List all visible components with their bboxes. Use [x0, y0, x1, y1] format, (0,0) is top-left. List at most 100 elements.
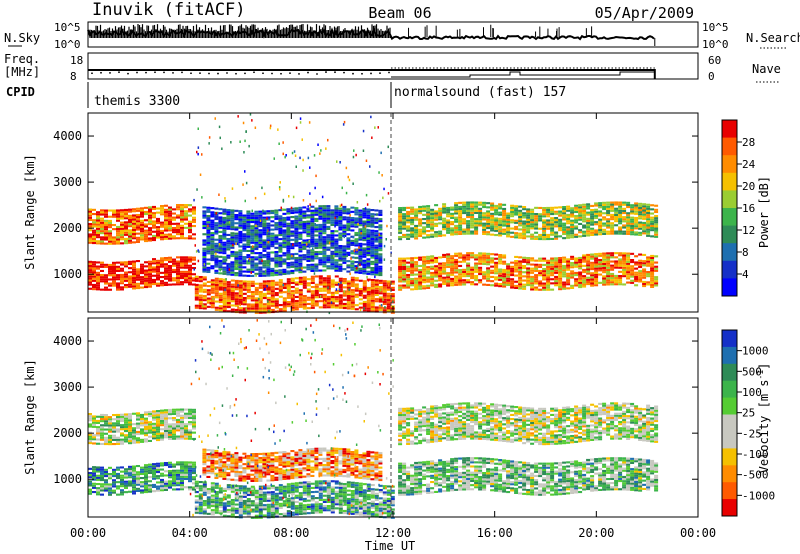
heatmap-cell [286, 286, 291, 289]
heatmap-cell [254, 303, 259, 306]
heatmap-cell [586, 226, 591, 229]
heatmap-cell [250, 252, 255, 255]
heatmap-cell [144, 265, 148, 268]
heatmap-cell [104, 263, 108, 266]
heatmap-cell [218, 309, 223, 312]
heatmap-cell [246, 305, 251, 308]
freq-dot [316, 73, 318, 75]
heatmap-cell [222, 237, 227, 240]
heatmap-cell [542, 284, 547, 287]
heatmap-cell [152, 270, 156, 273]
heatmap-cell [206, 270, 211, 273]
heatmap-cell [518, 270, 523, 273]
heatmap-cell [486, 256, 491, 259]
heatmap-cell [586, 221, 591, 224]
heatmap-cell [314, 234, 319, 237]
heatmap-cell [618, 207, 623, 210]
heatmap-cell [258, 245, 263, 248]
heatmap-cell [602, 271, 607, 274]
heatmap-cell [238, 272, 243, 275]
heatmap-cell [270, 300, 275, 303]
heatmap-cell [494, 209, 499, 212]
freq-dot [262, 72, 264, 75]
heatmap-cell [254, 221, 259, 224]
heatmap-cell [378, 269, 383, 272]
heatmap-cell [238, 249, 243, 252]
heatmap-cell [650, 283, 655, 286]
heatmap-cell [140, 265, 144, 268]
heatmap-cell [634, 221, 639, 224]
heatmap-cell [534, 278, 539, 281]
heatmap-cell [342, 226, 347, 229]
heatmap-cell [156, 272, 160, 275]
heatmap-cell [362, 290, 367, 293]
heatmap-cell [486, 216, 491, 219]
heatmap-cell [254, 264, 259, 267]
heatmap-cell [180, 235, 184, 238]
heatmap-cell [498, 276, 503, 279]
heatmap-speckle [212, 297, 214, 301]
heatmap-cell [350, 235, 355, 238]
heatmap-cell [330, 257, 335, 260]
heatmap-cell [470, 207, 475, 210]
heatmap-cell [168, 277, 172, 280]
heatmap-cell [470, 281, 475, 284]
heatmap-cell [482, 216, 487, 219]
heatmap-cell [92, 239, 96, 242]
heatmap-cell [290, 300, 295, 303]
heatmap-cell [334, 248, 339, 251]
heatmap-cell [282, 229, 287, 232]
freq-dot [388, 71, 390, 74]
heatmap-cell [426, 255, 431, 258]
heatmap-cell [124, 486, 128, 489]
heatmap-cell [526, 229, 531, 232]
heatmap-cell [346, 290, 351, 293]
heatmap-cell [354, 213, 359, 216]
heatmap-cell [164, 273, 168, 276]
heatmap-cell [510, 235, 515, 238]
heatmap-cell [602, 212, 607, 215]
heatmap-cell [192, 220, 196, 223]
heatmap-cell [638, 233, 643, 236]
heatmap-cell [590, 213, 595, 216]
heatmap-cell [116, 278, 120, 281]
heatmap-cell [494, 278, 499, 281]
heatmap-cell [442, 228, 447, 231]
heatmap-speckle [364, 207, 367, 210]
heatmap-cell [454, 216, 459, 219]
heatmap-cell [550, 257, 555, 260]
heatmap-cell [610, 230, 615, 233]
heatmap-cell [398, 236, 403, 239]
heatmap-cell [152, 280, 156, 283]
heatmap-cell [120, 267, 124, 270]
heatmap-cell [378, 257, 383, 260]
heatmap-cell [202, 243, 207, 246]
heatmap-cell [518, 274, 523, 277]
heatmap-cell [270, 288, 275, 291]
heatmap-cell [258, 299, 263, 302]
heatmap-cell [530, 259, 535, 262]
heatmap-cell [206, 297, 211, 300]
heatmap-cell [218, 278, 223, 281]
heatmap-cell [578, 267, 583, 270]
heatmap-cell [362, 228, 367, 231]
heatmap-cell [338, 255, 343, 258]
heatmap-cell [538, 272, 543, 275]
heatmap-cell [486, 252, 491, 255]
heatmap-cell [294, 306, 299, 309]
heatmap-cell [112, 238, 116, 241]
heatmap-cell [306, 230, 311, 233]
heatmap-cell [566, 207, 571, 210]
heatmap-cell [286, 210, 291, 213]
heatmap-cell [108, 224, 112, 227]
heatmap-cell [454, 254, 459, 257]
heatmap-cell [104, 211, 108, 214]
heatmap-cell [326, 238, 331, 241]
heatmap-cell [634, 231, 639, 234]
heatmap-cell [370, 219, 375, 222]
heatmap-cell [562, 226, 567, 229]
heatmap-cell [156, 471, 160, 474]
heatmap-cell [650, 271, 655, 274]
heatmap-cell [366, 216, 371, 219]
heatmap-cell [116, 217, 120, 220]
